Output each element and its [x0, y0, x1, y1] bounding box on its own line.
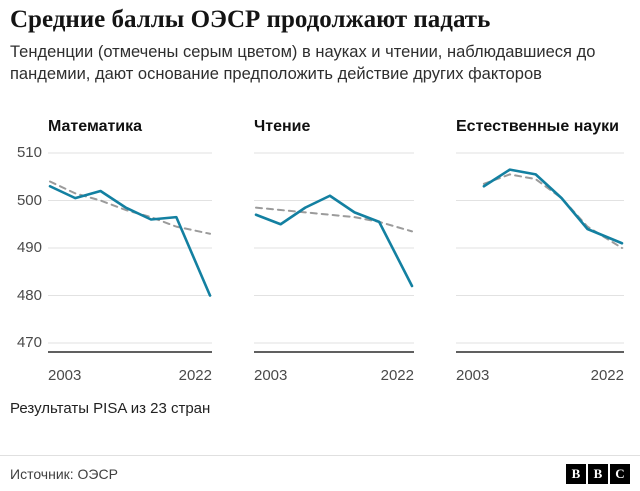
x-tick-start: 2003: [48, 367, 82, 385]
panel-reading: Чтение 2003 2022: [254, 93, 414, 384]
source-label: Источник: ОЭСР: [10, 465, 118, 482]
x-axis-labels: 2003 2022: [456, 367, 624, 384]
math-line-chart: [48, 152, 212, 353]
reading-line-chart: [254, 152, 414, 353]
y-tick-label: 480: [16, 286, 42, 304]
y-tick-label: 470: [16, 334, 42, 352]
subtitle: Тенденции (отмечены серым цветом) в наук…: [10, 42, 596, 84]
x-tick-end: 2022: [178, 367, 212, 385]
charts-row: 470 480 490 500 510 Математика 2003 2022 Чте…: [8, 93, 640, 384]
bbc-logo-block: B: [566, 463, 586, 484]
chart-note: Результаты PISA из 23 стран: [10, 400, 211, 418]
x-tick-end: 2022: [590, 367, 624, 385]
y-tick-label: 510: [16, 144, 42, 162]
panel-math: Математика 2003 2022: [48, 93, 212, 384]
y-tick-label: 490: [16, 239, 42, 257]
y-tick-label: 500: [16, 191, 42, 209]
page-title: Средние баллы ОЭСР продолжают падать: [10, 6, 491, 33]
panel-title-math: Математика: [48, 118, 143, 136]
panel-title-reading: Чтение: [254, 118, 311, 136]
panel-science: Естественные науки 2003 2022: [456, 93, 624, 384]
source-bar: Источник: ОЭСР B B C: [0, 455, 640, 491]
x-tick-start: 2003: [456, 367, 490, 385]
y-axis: 470 480 490 500 510: [8, 93, 48, 361]
x-tick-start: 2003: [254, 367, 288, 385]
x-tick-end: 2022: [380, 367, 414, 385]
bbc-logo-block: C: [610, 463, 630, 484]
x-axis-labels: 2003 2022: [48, 367, 212, 384]
bbc-logo: B B C: [566, 463, 630, 484]
bbc-logo-block: B: [588, 463, 608, 484]
x-axis-labels: 2003 2022: [254, 367, 414, 384]
panel-title-science: Естественные науки: [456, 118, 619, 136]
science-line-chart: [456, 152, 624, 353]
